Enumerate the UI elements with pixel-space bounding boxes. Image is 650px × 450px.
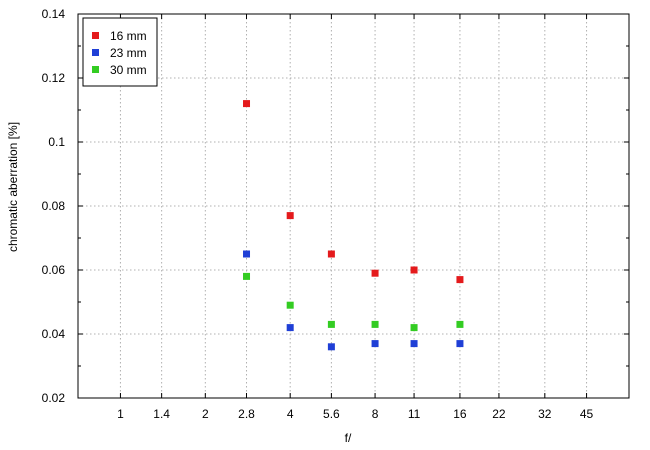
data-points xyxy=(243,100,464,351)
x-tick-label: 11 xyxy=(408,407,421,421)
y-tick-label: 0.08 xyxy=(42,199,66,213)
grid xyxy=(78,13,629,399)
data-point xyxy=(286,212,294,220)
x-tick-label: 1 xyxy=(117,407,124,421)
data-point xyxy=(371,269,379,277)
x-tick-label: 16 xyxy=(453,407,467,421)
y-tick-label: 0.06 xyxy=(42,263,66,277)
data-point xyxy=(410,324,418,332)
data-point xyxy=(286,324,294,332)
x-tick-label: 1.4 xyxy=(153,407,170,421)
x-tick-label: 2 xyxy=(202,407,209,421)
x-tick-label: 8 xyxy=(372,407,379,421)
y-tick-label: 0.12 xyxy=(42,71,66,85)
data-point xyxy=(456,340,464,348)
y-tick-label: 0.1 xyxy=(48,135,65,149)
data-point xyxy=(327,320,335,328)
x-tick-label: 2.8 xyxy=(238,407,255,421)
x-tick-label: 32 xyxy=(538,407,552,421)
x-tick-label: 5.6 xyxy=(323,407,340,421)
x-tick-label: 4 xyxy=(287,407,294,421)
data-point xyxy=(456,276,464,284)
legend-swatch xyxy=(92,49,99,56)
data-point xyxy=(456,320,464,328)
x-tick-label: 22 xyxy=(492,407,506,421)
y-tick-label: 0.02 xyxy=(42,391,66,405)
data-point xyxy=(243,250,251,258)
data-point xyxy=(371,320,379,328)
y-tick-label: 0.14 xyxy=(42,7,66,21)
legend-label: 23 mm xyxy=(110,46,147,60)
data-point xyxy=(371,340,379,348)
data-point xyxy=(243,272,251,280)
x-tick-label: 45 xyxy=(580,407,594,421)
y-tick-label: 0.04 xyxy=(42,327,66,341)
data-point xyxy=(410,340,418,348)
data-point xyxy=(410,266,418,274)
legend-swatch xyxy=(92,66,99,73)
legend-swatch xyxy=(92,32,99,39)
y-axis-title: chromatic aberration [%] xyxy=(6,122,20,252)
data-point xyxy=(327,250,335,258)
x-axis-title: f/ xyxy=(345,431,352,445)
legend-label: 16 mm xyxy=(110,29,147,43)
data-point xyxy=(286,301,294,309)
axis-ticks: 1 1.4 2 2.8 4 5.6 8 11 16 22 32 45 0.02 0.04 0.06 0.08 0… xyxy=(42,7,629,421)
legend-label: 30 mm xyxy=(110,63,147,77)
legend: 16 mm 23 mm 30 mm xyxy=(82,17,158,87)
data-point xyxy=(327,343,335,351)
data-point xyxy=(243,100,251,108)
